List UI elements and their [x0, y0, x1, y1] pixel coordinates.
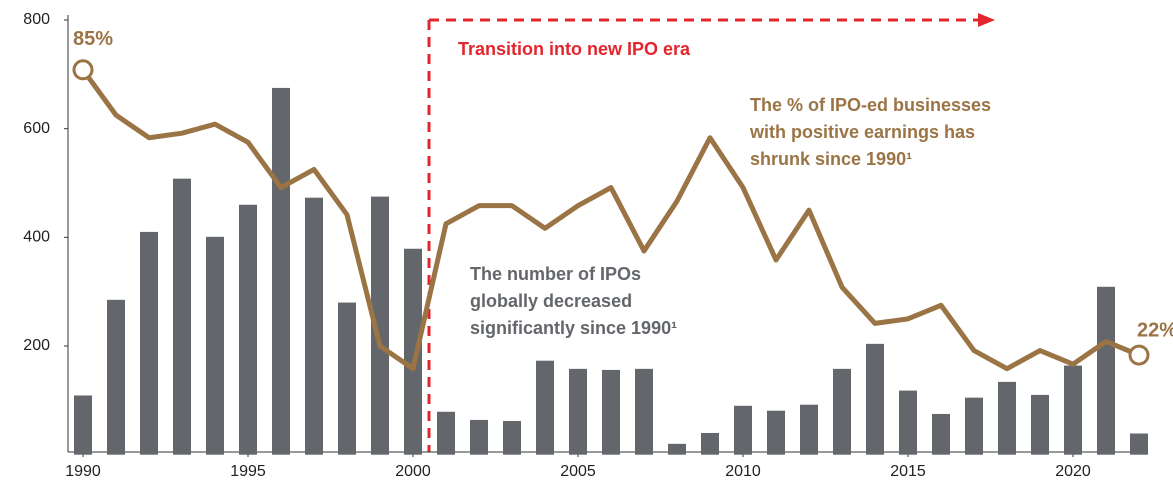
- x-tick-label: 1990: [65, 463, 101, 480]
- annotation: Transition into new IPO era: [458, 39, 691, 59]
- bar: [932, 413, 950, 455]
- bar: [503, 421, 521, 455]
- bar: [800, 404, 818, 455]
- bar: [569, 368, 587, 455]
- x-tick-label: 2000: [395, 463, 431, 480]
- bar: [173, 178, 191, 455]
- x-tick-label: 2015: [890, 463, 926, 480]
- annotation: significantly since 1990¹: [470, 318, 677, 338]
- bar: [866, 343, 884, 455]
- bar: [470, 419, 488, 455]
- bar: [998, 381, 1016, 455]
- bar: [767, 410, 785, 455]
- bar: [140, 231, 158, 455]
- x-tick-label: 2005: [560, 463, 596, 480]
- value-label: 85%: [73, 28, 113, 50]
- end-marker: [1128, 344, 1150, 366]
- x-tick-label: 1995: [230, 463, 266, 480]
- bar: [899, 390, 917, 455]
- bar: [74, 395, 92, 455]
- bar: [371, 196, 389, 455]
- annotation: with positive earnings has: [749, 122, 975, 142]
- bar: [272, 87, 290, 455]
- annotation: globally decreased: [470, 291, 632, 311]
- bar: [305, 197, 323, 455]
- bar: [107, 299, 125, 455]
- y-tick-label: 200: [23, 337, 50, 354]
- bar: [338, 302, 356, 455]
- y-tick-label: 800: [23, 11, 50, 28]
- bar: [404, 248, 422, 455]
- line: [80, 68, 1140, 372]
- bar: [206, 236, 224, 455]
- arrow-head: [978, 13, 995, 27]
- bar: [668, 443, 686, 455]
- end-marker: [72, 59, 94, 81]
- x-tick-label: 2020: [1055, 463, 1091, 480]
- bar: [437, 411, 455, 455]
- x-tick-label: 2010: [725, 463, 761, 480]
- bar: [833, 368, 851, 455]
- bar: [239, 204, 257, 455]
- value-label: 22%: [1137, 319, 1173, 341]
- bar: [1064, 365, 1082, 455]
- bar: [536, 360, 554, 455]
- bar: [1097, 286, 1115, 455]
- bar: [734, 405, 752, 455]
- bar: [965, 397, 983, 455]
- annotation: shrunk since 1990¹: [750, 149, 912, 169]
- annotation: The % of IPO-ed businesses: [750, 95, 991, 115]
- annotation: The number of IPOs: [470, 264, 641, 284]
- bar: [602, 369, 620, 455]
- y-tick-label: 400: [23, 229, 50, 246]
- bar: [1031, 394, 1049, 455]
- bar: [1130, 433, 1148, 455]
- bar: [635, 368, 653, 455]
- bar: [701, 432, 719, 455]
- y-tick-label: 600: [23, 120, 50, 137]
